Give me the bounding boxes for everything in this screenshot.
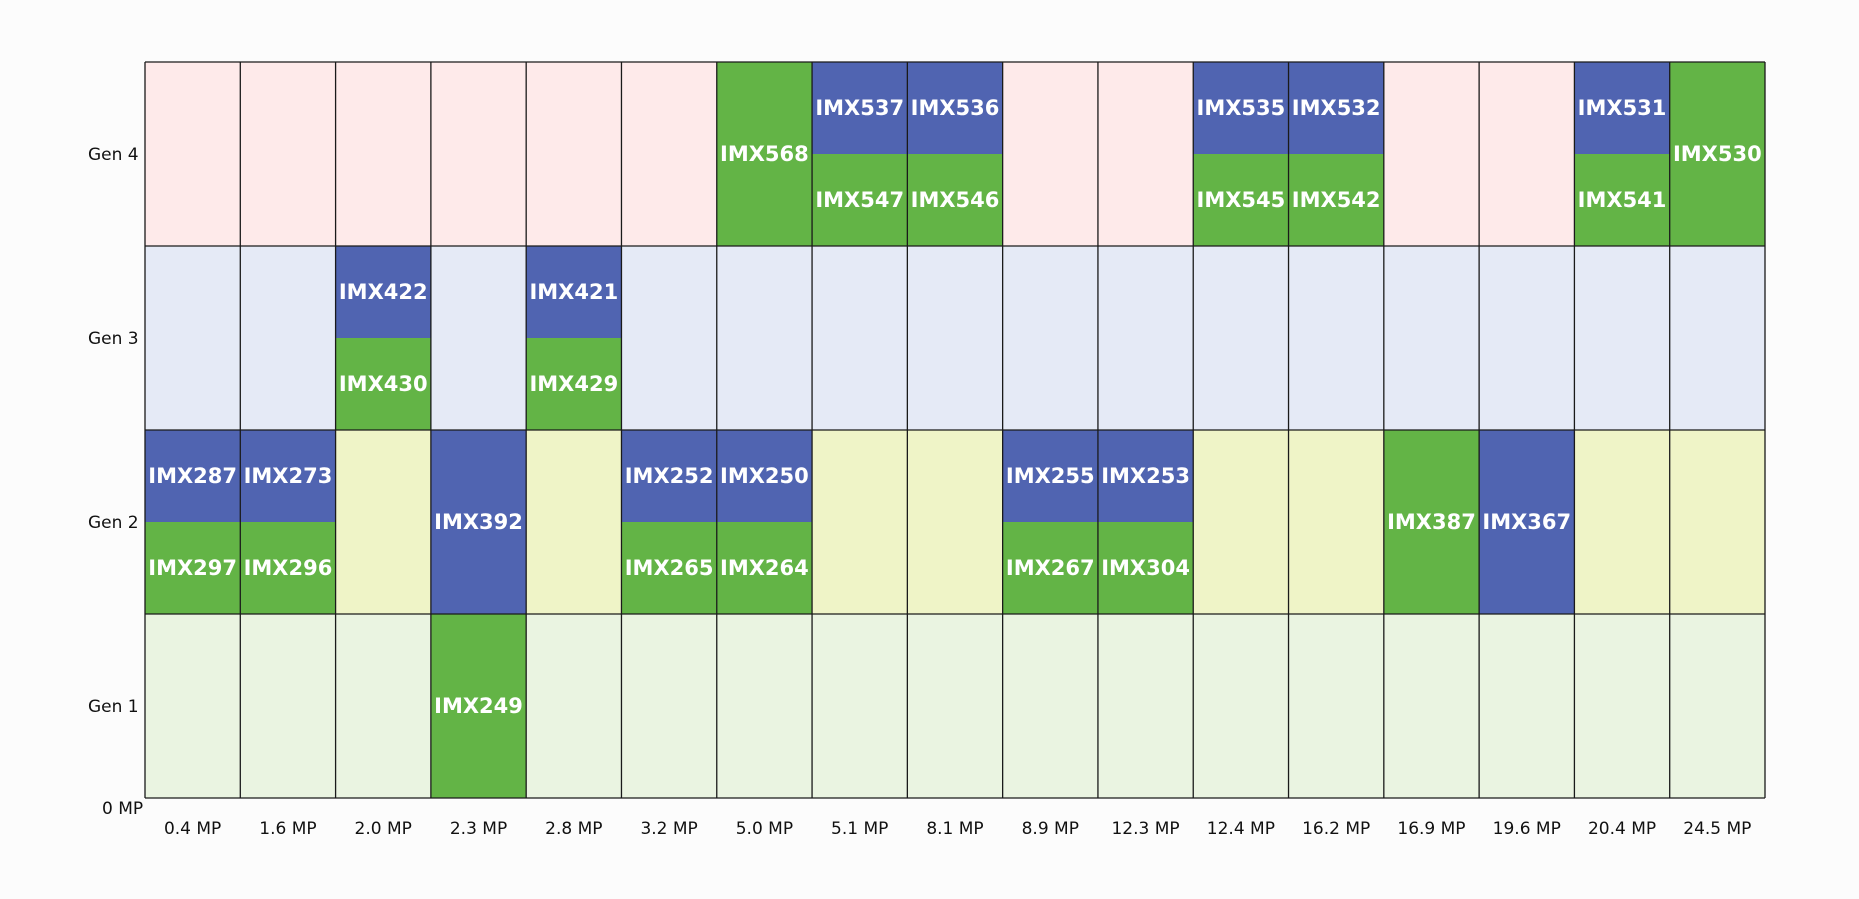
sensor-cell-imx430: [335, 338, 431, 430]
sensor-cell-imx297: [145, 522, 241, 614]
sensor-cell-imx250: [716, 430, 813, 522]
y-tick-gen-1: Gen 1: [88, 697, 139, 717]
x-tick-5-1-mp: 5.1 MP: [831, 819, 888, 839]
y-tick-gen-4: Gen 4: [88, 145, 139, 165]
sensor-label-imx367: IMX367: [1482, 510, 1571, 534]
sensor-label-imx249: IMX249: [434, 694, 523, 718]
sensor-label-imx287: IMX287: [148, 464, 237, 488]
sensor-cell-imx542: [1288, 154, 1384, 246]
sensor-label-imx392: IMX392: [434, 510, 523, 534]
sensor-cell-imx392: [430, 430, 527, 614]
sensor-label-imx530: IMX530: [1673, 142, 1762, 166]
sensor-cell-imx253: [1097, 430, 1194, 522]
sensor-cell-imx296: [240, 522, 336, 614]
sensor-label-imx267: IMX267: [1006, 556, 1095, 580]
sensor-cell-imx287: [145, 430, 241, 522]
y-tick-gen-2: Gen 2: [88, 513, 139, 533]
sensor-cell-imx422: [335, 246, 431, 338]
sensor-cell-imx264: [716, 522, 813, 614]
sensor-cell-imx367: [1479, 430, 1575, 614]
sensor-label-imx546: IMX546: [911, 188, 1000, 212]
row-band-gen-1: [145, 614, 1765, 798]
sensor-cell-imx252: [621, 430, 717, 522]
x-tick-16-9-mp: 16.9 MP: [1397, 819, 1465, 839]
sensor-cell-imx273: [240, 430, 336, 522]
x-tick-20-4-mp: 20.4 MP: [1588, 819, 1656, 839]
sensor-cell-imx265: [621, 522, 717, 614]
sensor-label-imx252: IMX252: [625, 464, 714, 488]
sensor-label-imx297: IMX297: [148, 556, 237, 580]
x-tick-0-4-mp: 0.4 MP: [164, 819, 221, 839]
x-tick-2-0-mp: 2.0 MP: [355, 819, 412, 839]
sensor-label-imx250: IMX250: [720, 464, 809, 488]
sensor-label-imx535: IMX535: [1197, 96, 1286, 120]
sensor-label-imx545: IMX545: [1197, 188, 1286, 212]
sensor-cell-imx547: [812, 154, 908, 246]
x-tick-1-6-mp: 1.6 MP: [259, 819, 316, 839]
sensor-label-imx430: IMX430: [339, 372, 428, 396]
sensor-label-imx537: IMX537: [815, 96, 904, 120]
sensor-cell-imx545: [1193, 154, 1289, 246]
sensor-cell-imx255: [1002, 430, 1098, 522]
sensor-label-imx542: IMX542: [1292, 188, 1381, 212]
x-tick-19-6-mp: 19.6 MP: [1493, 819, 1561, 839]
sensor-label-imx531: IMX531: [1578, 96, 1667, 120]
sensor-cell-imx267: [1002, 522, 1098, 614]
sensor-cell-imx531: [1574, 62, 1670, 154]
sensor-label-imx532: IMX532: [1292, 96, 1381, 120]
sensor-label-imx422: IMX422: [339, 280, 428, 304]
sensor-cell-imx429: [526, 338, 622, 430]
sensor-cell-imx537: [812, 62, 908, 154]
sensor-label-imx429: IMX429: [529, 372, 618, 396]
x-tick-12-3-mp: 12.3 MP: [1111, 819, 1179, 839]
sensor-label-imx421: IMX421: [529, 280, 618, 304]
x-tick-16-2-mp: 16.2 MP: [1302, 819, 1370, 839]
y-origin-label: 0 MP: [102, 799, 143, 819]
y-tick-gen-3: Gen 3: [88, 329, 139, 349]
sensor-cell-imx304: [1097, 522, 1194, 614]
sensor-cell-imx249: [430, 614, 527, 798]
sensor-label-imx255: IMX255: [1006, 464, 1095, 488]
sensor-cell-imx532: [1288, 62, 1384, 154]
x-tick-5-0-mp: 5.0 MP: [736, 819, 793, 839]
sensor-label-imx253: IMX253: [1101, 464, 1190, 488]
x-tick-3-2-mp: 3.2 MP: [640, 819, 697, 839]
sensor-cell-imx535: [1193, 62, 1289, 154]
sensor-cell-imx568: [716, 62, 813, 246]
x-tick-2-8-mp: 2.8 MP: [545, 819, 602, 839]
sensor-label-imx296: IMX296: [244, 556, 333, 580]
sensor-label-imx568: IMX568: [720, 142, 809, 166]
sensor-label-imx541: IMX541: [1578, 188, 1667, 212]
x-tick-8-1-mp: 8.1 MP: [926, 819, 983, 839]
sensor-label-imx273: IMX273: [244, 464, 333, 488]
x-tick-2-3-mp: 2.3 MP: [450, 819, 507, 839]
sensor-label-imx264: IMX264: [720, 556, 809, 580]
sensor-cell-imx546: [907, 154, 1003, 246]
sensor-cell-imx541: [1574, 154, 1670, 246]
sensor-cell-imx387: [1383, 430, 1480, 614]
x-tick-8-9-mp: 8.9 MP: [1022, 819, 1079, 839]
sensor-label-imx304: IMX304: [1101, 556, 1190, 580]
sensor-label-imx536: IMX536: [911, 96, 1000, 120]
sensor-label-imx265: IMX265: [625, 556, 714, 580]
sensor-cell-imx536: [907, 62, 1003, 154]
sensor-cell-imx421: [526, 246, 622, 338]
x-tick-24-5-mp: 24.5 MP: [1683, 819, 1751, 839]
sensor-label-imx387: IMX387: [1387, 510, 1476, 534]
sensor-label-imx547: IMX547: [815, 188, 904, 212]
sensor-cell-imx530: [1669, 62, 1765, 246]
x-tick-12-4-mp: 12.4 MP: [1207, 819, 1275, 839]
